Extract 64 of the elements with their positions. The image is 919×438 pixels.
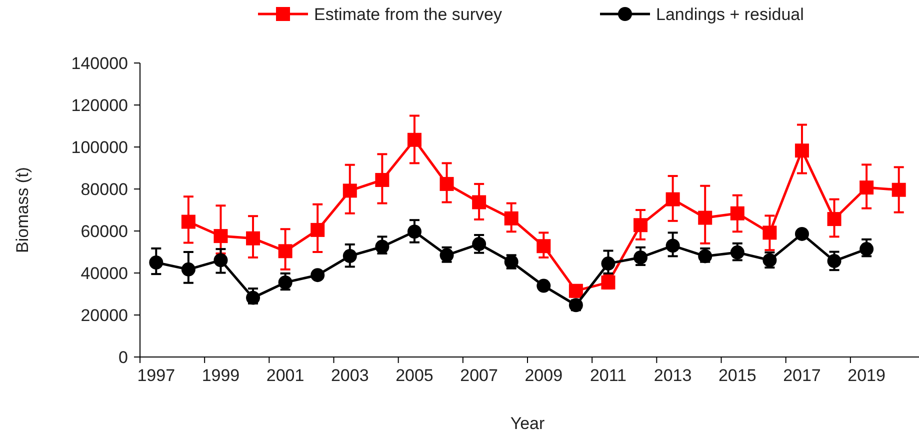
point xyxy=(730,245,744,260)
point xyxy=(892,182,906,197)
point xyxy=(536,239,551,254)
point xyxy=(214,253,228,268)
x-tick-label: 2001 xyxy=(266,366,304,385)
point xyxy=(536,278,551,293)
point xyxy=(504,211,518,226)
point xyxy=(149,256,164,270)
x-axis-title: Year xyxy=(510,414,546,433)
point xyxy=(634,250,648,264)
point xyxy=(181,214,196,229)
y-tick-label: 0 xyxy=(118,348,128,367)
y-tick-label: 140000 xyxy=(71,54,128,73)
point xyxy=(342,184,357,198)
point xyxy=(666,192,680,206)
x-tick-label: 2009 xyxy=(524,366,563,385)
point xyxy=(278,244,292,258)
point xyxy=(440,176,454,191)
point xyxy=(375,172,390,187)
y-tick-label: 80000 xyxy=(80,180,128,199)
x-tick-label: 2017 xyxy=(783,366,821,385)
point xyxy=(472,237,486,252)
point xyxy=(568,284,583,298)
point xyxy=(214,229,228,244)
x-tick-label: 2019 xyxy=(848,366,886,385)
point xyxy=(860,180,874,195)
point xyxy=(181,262,196,276)
point xyxy=(407,224,422,239)
x-tick-label: 2011 xyxy=(590,366,627,385)
y-tick-label: 100000 xyxy=(71,138,128,157)
point xyxy=(472,195,486,210)
point xyxy=(310,268,325,282)
y-tick-label: 60000 xyxy=(80,222,128,241)
point xyxy=(666,238,680,253)
x-tick-label: 2015 xyxy=(718,366,756,385)
point xyxy=(730,206,744,220)
point xyxy=(827,254,842,268)
point xyxy=(827,212,842,226)
point xyxy=(342,248,357,263)
point xyxy=(698,210,712,225)
point xyxy=(375,240,390,254)
point xyxy=(246,290,260,305)
x-tick-label: 1997 xyxy=(137,366,176,385)
x-tick-label: 1999 xyxy=(202,366,240,385)
y-tick-label: 120000 xyxy=(71,96,128,115)
point xyxy=(634,218,648,232)
point xyxy=(794,226,809,241)
point xyxy=(310,222,325,237)
y-axis-title: Biomass (t) xyxy=(13,167,32,253)
x-tick-label: 2005 xyxy=(396,366,434,385)
x-tick-label: 2013 xyxy=(654,366,692,385)
point xyxy=(407,132,422,147)
point xyxy=(601,256,616,271)
y-tick-label: 40000 xyxy=(80,264,128,283)
x-tick-label: 2003 xyxy=(330,366,369,385)
legend-label: Landings + residual xyxy=(656,4,804,24)
y-tick-label: 20000 xyxy=(80,306,128,325)
point xyxy=(860,242,874,256)
point xyxy=(246,231,260,246)
point xyxy=(762,226,777,240)
point xyxy=(278,275,292,290)
legend-label: Estimate from the survey xyxy=(314,4,503,24)
point xyxy=(794,144,809,158)
x-tick-label: 2007 xyxy=(460,366,498,385)
